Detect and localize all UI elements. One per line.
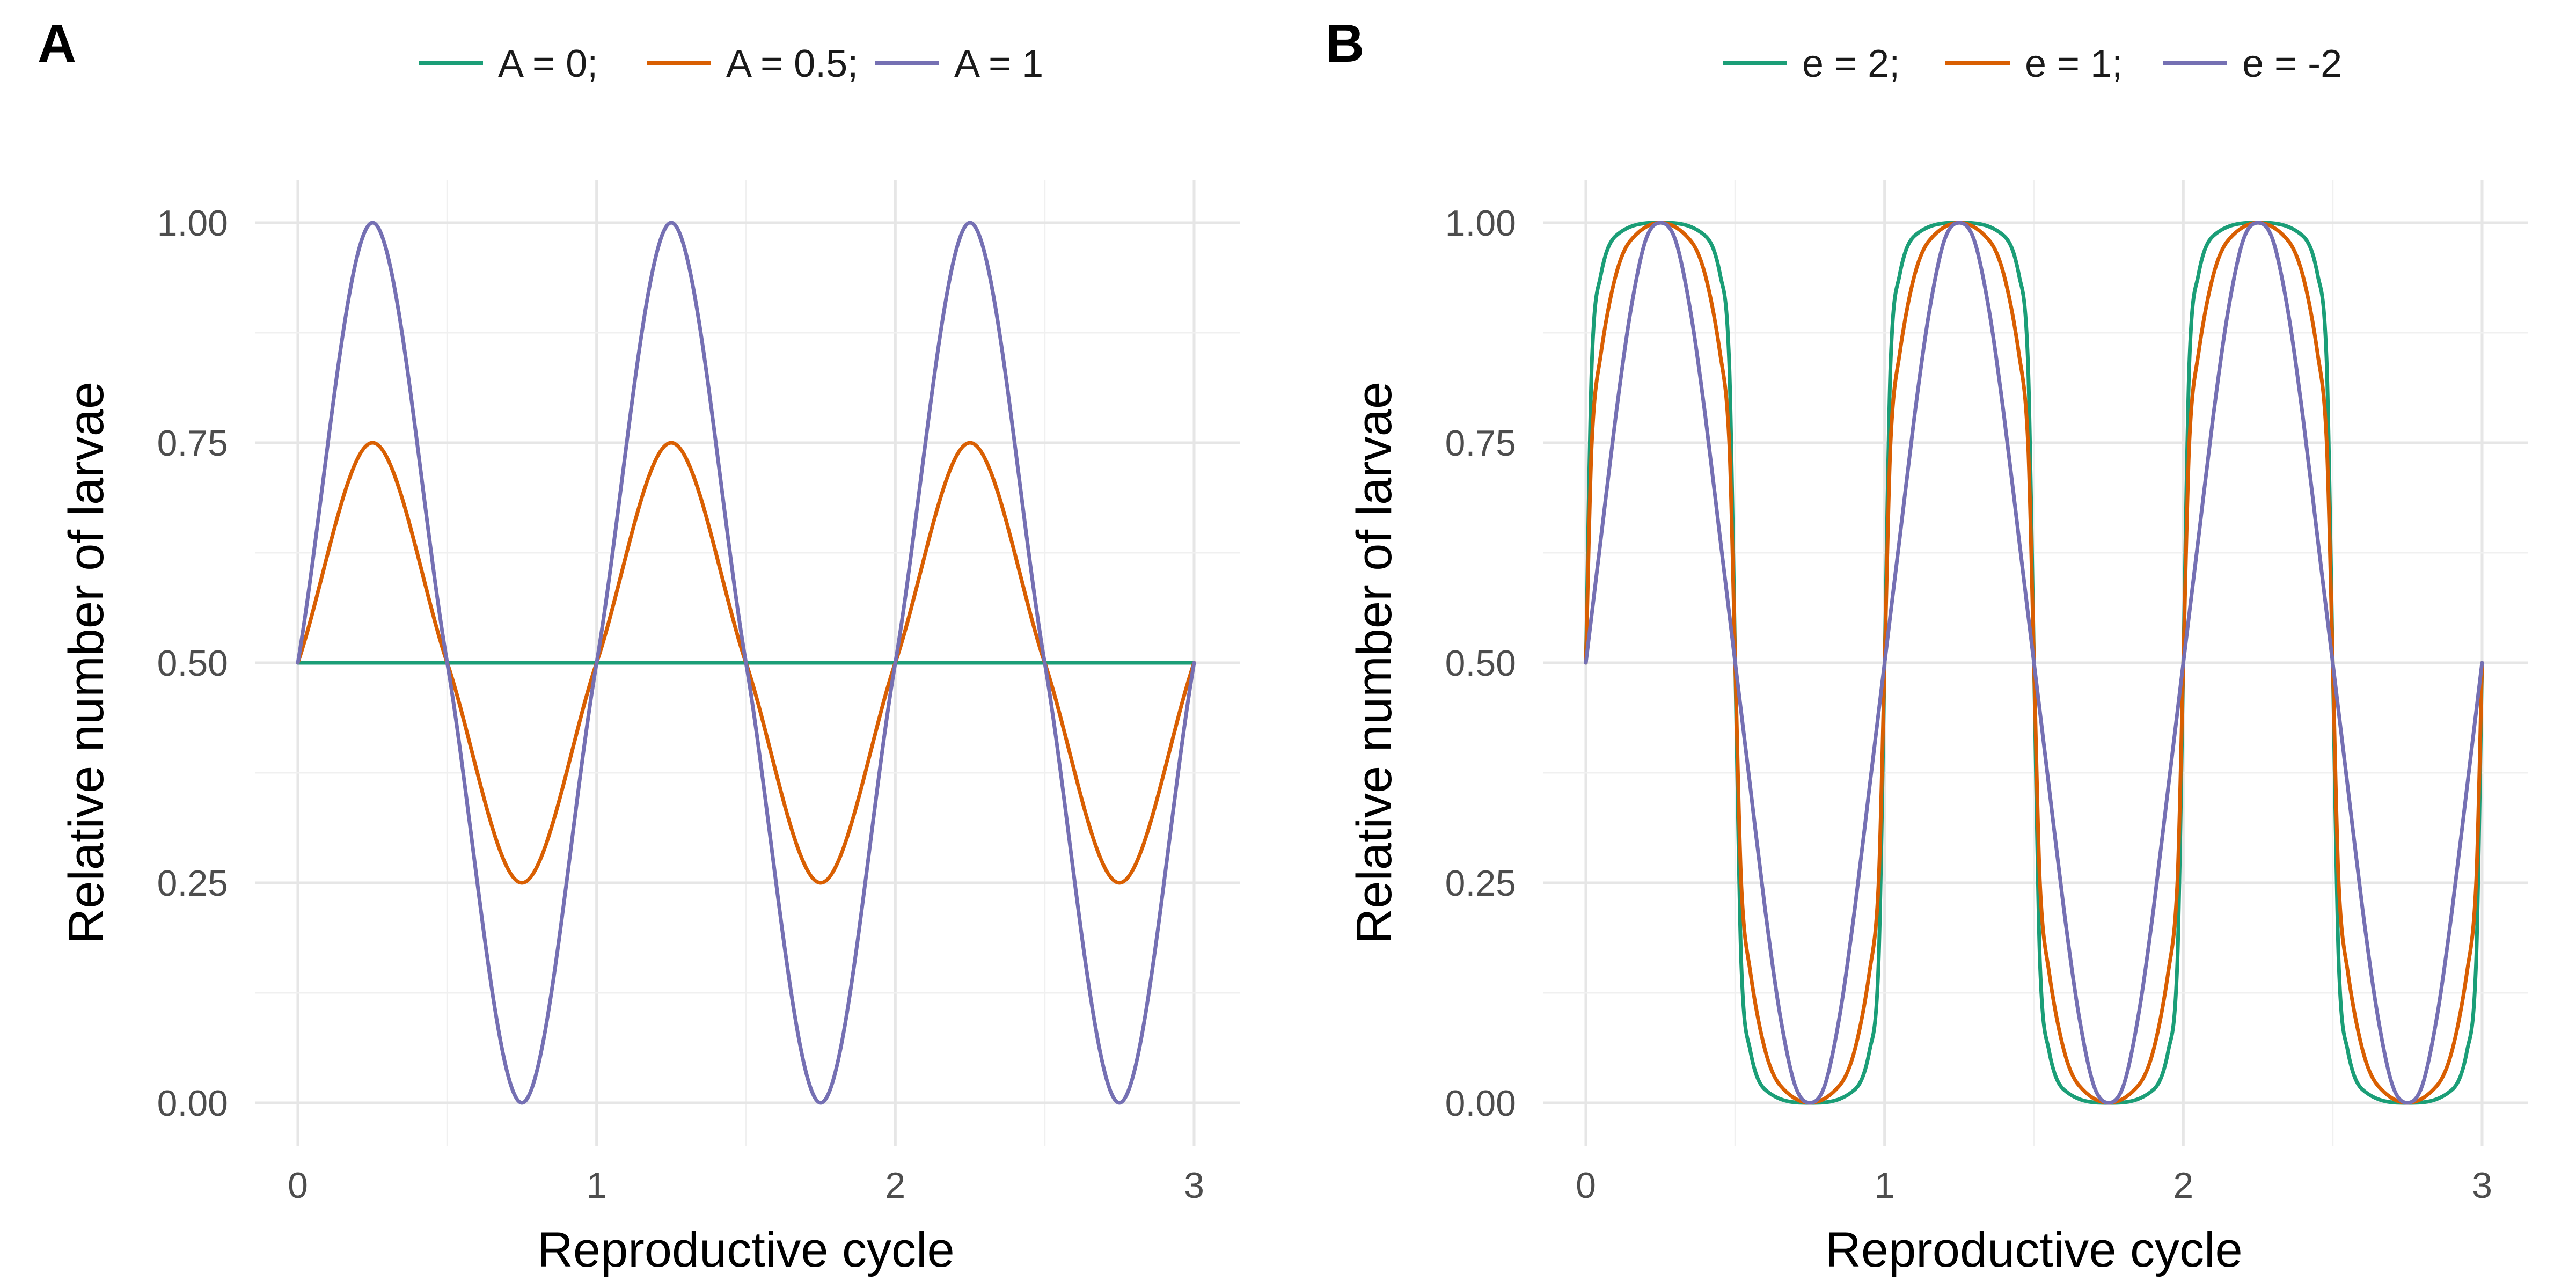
series-line-3 xyxy=(296,221,1196,1105)
y-tick-label: 1.00 xyxy=(157,203,228,244)
y-tick-label: 0.25 xyxy=(1445,863,1516,904)
panel-label: A xyxy=(38,13,76,74)
panel-label: B xyxy=(1326,13,1364,74)
x-tick-label: 0 xyxy=(288,1165,308,1206)
y-tick-label: 0.50 xyxy=(1445,643,1516,684)
x-tick-label: 2 xyxy=(885,1165,905,1206)
legend-label-2: A = 0.5; xyxy=(726,42,858,85)
x-tick-label: 1 xyxy=(1875,1165,1895,1206)
x-tick-label: 3 xyxy=(1184,1165,1204,1206)
legend-label-3: A = 1 xyxy=(954,42,1043,85)
y-axis-title: Relative number of larvae xyxy=(59,382,114,944)
legend-label-1: A = 0; xyxy=(498,42,598,85)
y-tick-label: 1.00 xyxy=(1445,203,1516,244)
legend-label-2: e = 1; xyxy=(2025,42,2123,85)
x-tick-label: 3 xyxy=(2472,1165,2492,1206)
y-tick-label: 0.00 xyxy=(1445,1083,1516,1124)
legend-label-3: e = -2 xyxy=(2242,42,2342,85)
y-axis-title: Relative number of larvae xyxy=(1347,382,1402,944)
y-tick-label: 0.00 xyxy=(157,1083,228,1124)
x-tick-label: 1 xyxy=(587,1165,607,1206)
y-tick-label: 0.50 xyxy=(157,643,228,684)
x-tick-label: 0 xyxy=(1576,1165,1596,1206)
legend-label-1: e = 2; xyxy=(1802,42,1900,85)
x-axis-title: Reproductive cycle xyxy=(537,1223,954,1277)
series-line-3 xyxy=(1584,221,2484,1105)
x-tick-label: 2 xyxy=(2173,1165,2193,1206)
y-tick-label: 0.75 xyxy=(1445,423,1516,464)
x-axis-title: Reproductive cycle xyxy=(1825,1223,2242,1277)
y-tick-label: 0.25 xyxy=(157,863,228,904)
y-tick-label: 0.75 xyxy=(157,423,228,464)
